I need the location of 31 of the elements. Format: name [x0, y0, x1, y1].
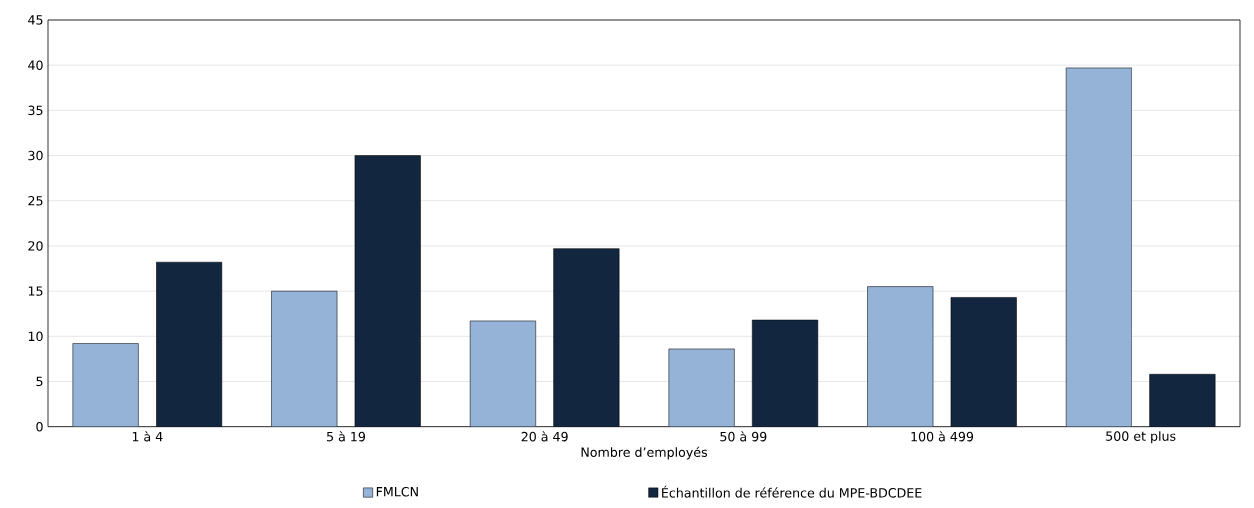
x-axis-title: Nombre d’employés — [581, 446, 708, 460]
y-tick-label: 15 — [28, 286, 43, 296]
bar — [156, 261, 223, 427]
y-tick-label: 0 — [36, 421, 43, 432]
bar — [354, 155, 421, 427]
x-tick-label: 500 et plus — [1106, 431, 1176, 444]
y-tick-label: 35 — [28, 105, 43, 116]
y-tick-label: 45 — [28, 15, 43, 25]
bar — [1065, 67, 1132, 427]
y-tick-label: 10 — [28, 331, 43, 342]
y-tick-label: 30 — [28, 150, 43, 161]
x-tick-label: 5 à 19 — [327, 431, 366, 442]
bar — [469, 320, 536, 427]
x-tick-label: 100 à 499 — [911, 431, 974, 442]
x-tick-label: 50 à 99 — [720, 431, 767, 442]
y-tick-label: 25 — [28, 195, 43, 206]
bar — [867, 286, 934, 427]
y-tick-label: 5 — [36, 376, 43, 387]
bar — [1149, 373, 1216, 427]
legend-label: Échantillon de référence du MPE-BDCDEE — [662, 485, 922, 498]
bar — [668, 348, 735, 427]
bar — [553, 248, 620, 427]
bar — [950, 297, 1017, 427]
bar — [271, 290, 338, 427]
y-tick-label: 40 — [28, 60, 43, 70]
y-tick-label: 20 — [28, 241, 43, 251]
bar — [72, 343, 139, 427]
legend-label: FMLCN — [376, 486, 418, 497]
bar — [752, 320, 818, 427]
x-tick-label: 20 à 49 — [521, 431, 568, 442]
x-tick-label: 1 à 4 — [132, 431, 163, 442]
